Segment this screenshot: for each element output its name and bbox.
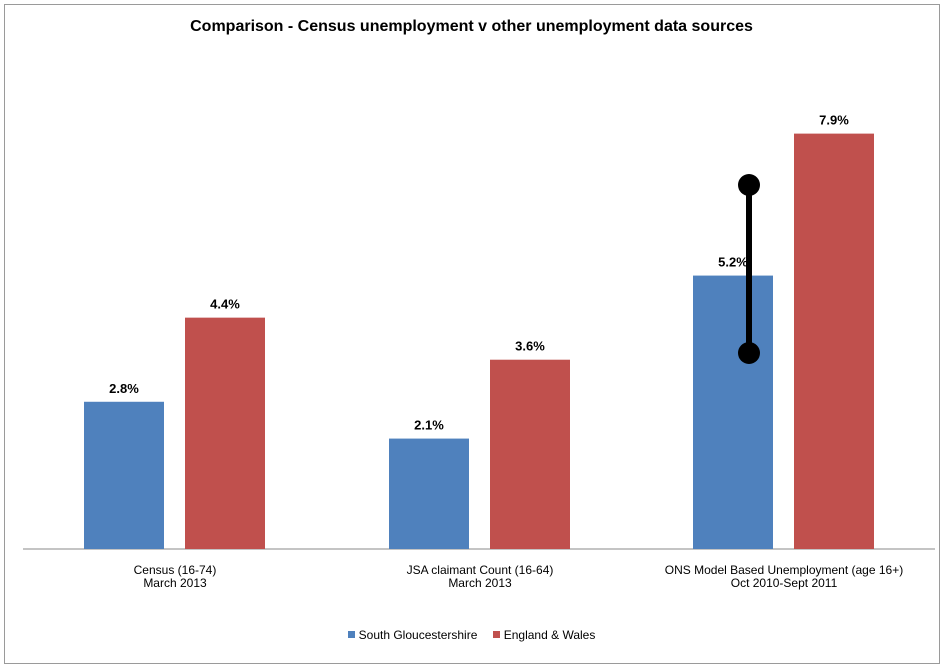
chart-legend: South Gloucestershire England & Wales — [0, 627, 943, 642]
chart-frame — [4, 4, 940, 664]
data-label: 2.1% — [414, 418, 444, 433]
annotation-dot-bottom — [738, 342, 760, 364]
category-label: ONS Model Based Unemployment (age 16+) — [665, 563, 903, 577]
category-label: JSA claimant Count (16-64) — [407, 563, 554, 577]
legend-swatch-south-gloucestershire — [347, 631, 355, 638]
data-label: 5.2% — [718, 255, 748, 270]
category-label: March 2013 — [448, 576, 512, 590]
legend-label: England & Wales — [503, 627, 596, 642]
category-label: Census (16-74) — [134, 563, 217, 577]
data-label: 7.9% — [819, 113, 849, 128]
chart-title: Comparison - Census unemployment v other… — [190, 18, 753, 35]
bar-south-gloucestershire-0 — [84, 401, 164, 549]
legend-item-south-gloucestershire: South Gloucestershire — [347, 627, 478, 642]
legend-label: South Gloucestershire — [358, 627, 478, 642]
bar-england-wales-1 — [490, 359, 570, 549]
data-label: 4.4% — [210, 297, 240, 312]
bar-england-wales-0 — [185, 317, 265, 549]
legend-swatch-england-wales — [492, 631, 500, 638]
data-label: 3.6% — [515, 339, 545, 354]
data-label: 2.8% — [109, 381, 139, 396]
bar-south-gloucestershire-2 — [693, 275, 773, 549]
category-label: March 2013 — [143, 576, 207, 590]
annotation-dot-top — [738, 174, 760, 196]
bar-england-wales-2 — [794, 133, 874, 549]
bar-south-gloucestershire-1 — [389, 438, 469, 549]
category-label: Oct 2010-Sept 2011 — [731, 576, 838, 590]
legend-item-england-wales: England & Wales — [492, 627, 596, 642]
